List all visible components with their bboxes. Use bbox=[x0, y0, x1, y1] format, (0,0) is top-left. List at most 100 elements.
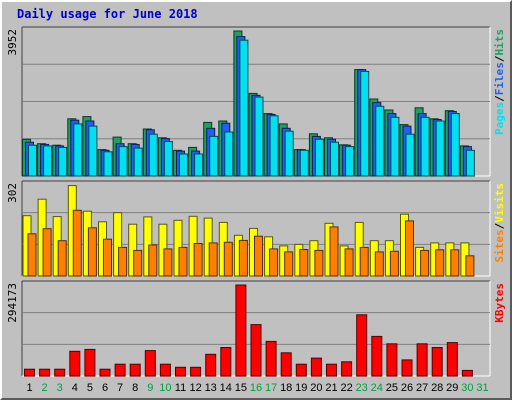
bar-kbytes-day-21 bbox=[326, 363, 337, 377]
bar-pages-day-7 bbox=[118, 146, 128, 177]
bar-kbytes-day-10 bbox=[159, 363, 171, 377]
bar-sites-day-29 bbox=[450, 249, 460, 277]
bar-kbytes-day-18 bbox=[280, 352, 292, 377]
x-tick-label-21: 21 bbox=[325, 382, 337, 394]
legend-label: Visits bbox=[493, 183, 506, 223]
bar-sites-day-7 bbox=[118, 246, 128, 277]
legend-label: / bbox=[493, 222, 506, 229]
bar-sites-day-27 bbox=[420, 249, 430, 277]
bar-kbytes-day-11 bbox=[175, 366, 186, 377]
bar-kbytes-day-17 bbox=[265, 340, 277, 377]
bar-pages-day-28 bbox=[435, 120, 445, 177]
bar-sites-day-22 bbox=[344, 248, 354, 277]
bar-sites-day-30 bbox=[465, 255, 475, 277]
legend-label: / bbox=[493, 55, 506, 62]
x-tick-label-3: 3 bbox=[57, 382, 63, 394]
legend-label: Pages bbox=[493, 102, 506, 135]
bar-sites-day-26 bbox=[405, 220, 414, 277]
legend-label: / bbox=[493, 95, 506, 102]
bar-kbytes-day-28 bbox=[431, 347, 443, 377]
x-tick-label-6: 6 bbox=[102, 382, 108, 394]
bar-kbytes-day-2 bbox=[39, 368, 51, 377]
x-tick-label-19: 19 bbox=[295, 382, 307, 394]
bar-sites-day-11 bbox=[178, 246, 188, 277]
bar-pages-day-15 bbox=[239, 39, 249, 177]
bar-pages-day-4 bbox=[73, 123, 83, 177]
bar-pages-day-19 bbox=[299, 149, 309, 177]
bar-kbytes-day-5 bbox=[84, 348, 96, 377]
bar-pages-day-11 bbox=[179, 153, 188, 177]
x-tick-label-5: 5 bbox=[87, 382, 93, 394]
x-tick-label-13: 13 bbox=[205, 382, 217, 394]
bar-pages-day-16 bbox=[254, 96, 264, 177]
bar-sites-day-4 bbox=[72, 209, 82, 277]
bar-sites-day-13 bbox=[208, 242, 218, 277]
bar-pages-day-8 bbox=[133, 147, 143, 177]
bar-sites-day-8 bbox=[133, 249, 143, 277]
bar-sites-day-6 bbox=[103, 238, 112, 277]
bar-kbytes-day-6 bbox=[99, 368, 111, 377]
bar-kbytes-day-13 bbox=[205, 353, 217, 377]
x-tick-label-25: 25 bbox=[386, 382, 398, 394]
bar-kbytes-day-25 bbox=[386, 343, 398, 377]
bar-sites-day-21 bbox=[329, 226, 339, 277]
bar-kbytes-day-20 bbox=[310, 357, 322, 377]
bar-kbytes-day-14 bbox=[220, 347, 232, 377]
bar-pages-day-5 bbox=[88, 125, 98, 177]
bar-kbytes-day-1 bbox=[24, 368, 35, 377]
bar-kbytes-day-15 bbox=[235, 284, 247, 377]
x-tick-label-26: 26 bbox=[401, 382, 413, 394]
x-tick-label-9: 9 bbox=[147, 382, 153, 394]
bar-visits-day-7 bbox=[113, 212, 123, 277]
bar-kbytes-day-27 bbox=[416, 343, 428, 377]
x-tick-label-29: 29 bbox=[446, 382, 458, 394]
bar-kbytes-day-23 bbox=[356, 314, 368, 377]
x-tick-label-20: 20 bbox=[310, 382, 322, 394]
bar-kbytes-day-3 bbox=[54, 368, 66, 377]
bar-sites-day-18 bbox=[284, 251, 294, 277]
bar-kbytes-day-19 bbox=[295, 363, 307, 377]
bar-pages-day-3 bbox=[58, 146, 68, 177]
bar-kbytes-day-30 bbox=[461, 369, 473, 377]
bar-pages-day-9 bbox=[148, 133, 158, 177]
bar-sites-day-14 bbox=[223, 241, 233, 277]
bar-pages-day-17 bbox=[269, 115, 279, 177]
bar-pages-day-6 bbox=[103, 151, 113, 177]
bar-kbytes-day-22 bbox=[341, 361, 353, 377]
bar-sites-day-28 bbox=[435, 249, 445, 277]
bar-kbytes-day-29 bbox=[446, 342, 458, 377]
bar-kbytes-day-24 bbox=[371, 335, 383, 377]
bar-pages-day-18 bbox=[284, 130, 294, 177]
bar-sites-day-9 bbox=[148, 244, 158, 277]
x-tick-label-7: 7 bbox=[117, 382, 123, 394]
bar-kbytes-day-12 bbox=[190, 366, 202, 377]
x-tick-label-16: 16 bbox=[250, 382, 262, 394]
x-tick-label-2: 2 bbox=[42, 382, 48, 394]
x-tick-label-4: 4 bbox=[72, 382, 78, 394]
bar-sites-day-19 bbox=[299, 249, 309, 277]
bar-sites-day-3 bbox=[57, 240, 67, 277]
bar-sites-day-2 bbox=[42, 228, 52, 277]
bar-pages-day-26 bbox=[405, 133, 415, 177]
x-tick-label-22: 22 bbox=[340, 382, 352, 394]
bar-sites-day-20 bbox=[314, 249, 324, 277]
bar-sites-day-1 bbox=[27, 233, 37, 277]
bar-sites-day-17 bbox=[269, 248, 279, 277]
x-tick-label-15: 15 bbox=[235, 382, 247, 394]
x-tick-label-12: 12 bbox=[189, 382, 201, 394]
legend-label: Hits bbox=[493, 29, 506, 56]
y-max-label-visits-sites: 302 bbox=[6, 183, 19, 203]
bar-pages-day-2 bbox=[43, 145, 53, 177]
bar-pages-day-21 bbox=[330, 141, 339, 177]
bar-pages-day-24 bbox=[375, 105, 385, 177]
x-tick-label-28: 28 bbox=[431, 382, 443, 394]
x-tick-label-14: 14 bbox=[220, 382, 232, 394]
bar-pages-day-29 bbox=[450, 113, 460, 177]
x-tick-label-23: 23 bbox=[356, 382, 368, 394]
bar-pages-day-27 bbox=[420, 116, 430, 177]
bar-sites-day-25 bbox=[389, 250, 399, 277]
y-max-label-hits-files-pages: 3952 bbox=[6, 29, 19, 56]
legend-hits-files-pages: Pages/Files/Hits bbox=[493, 29, 506, 135]
bar-sites-day-5 bbox=[87, 227, 97, 277]
